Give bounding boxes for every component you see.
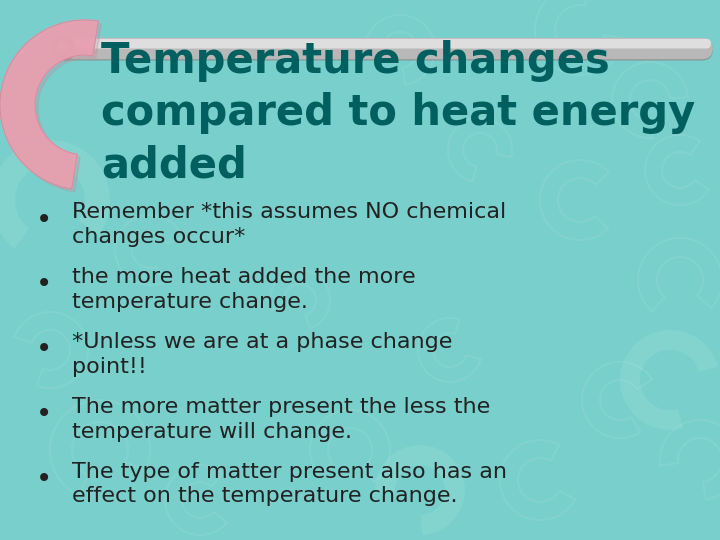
Text: *Unless we are at a phase change
point!!: *Unless we are at a phase change point!!	[72, 332, 452, 377]
FancyBboxPatch shape	[60, 39, 711, 49]
FancyBboxPatch shape	[58, 39, 713, 60]
Text: The type of matter present also has an
effect on the temperature change.: The type of matter present also has an e…	[72, 462, 507, 507]
Text: •: •	[36, 400, 53, 428]
Polygon shape	[375, 445, 465, 535]
Text: •: •	[36, 465, 53, 492]
Circle shape	[52, 37, 76, 60]
Text: added: added	[101, 145, 247, 186]
Polygon shape	[0, 20, 99, 189]
Text: •: •	[36, 335, 53, 363]
Text: •: •	[36, 206, 53, 233]
Text: •: •	[36, 271, 53, 298]
FancyBboxPatch shape	[58, 38, 713, 59]
Polygon shape	[3, 23, 102, 192]
Polygon shape	[0, 140, 110, 248]
Text: Remember *this assumes NO chemical
changes occur*: Remember *this assumes NO chemical chang…	[72, 202, 506, 247]
Text: compared to heat energy: compared to heat energy	[101, 92, 695, 134]
Polygon shape	[620, 330, 718, 430]
Circle shape	[58, 42, 67, 51]
Text: The more matter present the less the
temperature will change.: The more matter present the less the tem…	[72, 397, 490, 442]
Text: Temperature changes: Temperature changes	[101, 40, 610, 83]
Text: the more heat added the more
temperature change.: the more heat added the more temperature…	[72, 267, 415, 312]
